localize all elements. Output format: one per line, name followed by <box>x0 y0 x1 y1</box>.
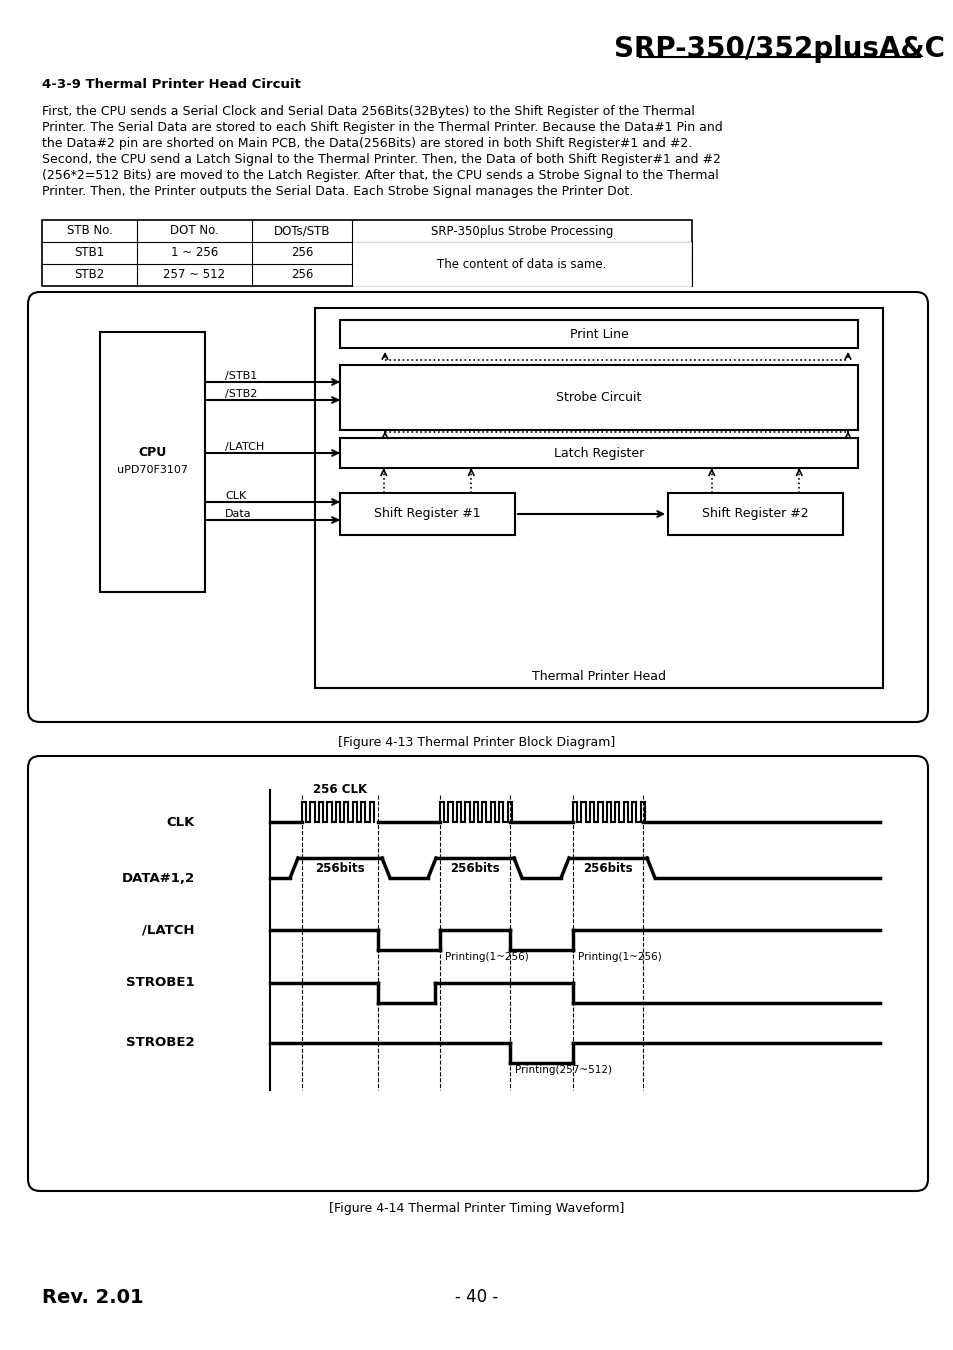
Text: STB2: STB2 <box>74 269 105 282</box>
Text: Thermal Printer Head: Thermal Printer Head <box>532 670 665 683</box>
Text: [Figure 4-14 Thermal Printer Timing Waveform]: [Figure 4-14 Thermal Printer Timing Wave… <box>329 1202 624 1215</box>
Text: 256bits: 256bits <box>314 861 364 875</box>
Text: Data: Data <box>225 509 252 518</box>
Text: 256bits: 256bits <box>582 861 632 875</box>
FancyBboxPatch shape <box>28 292 927 722</box>
Bar <box>353 242 690 285</box>
Bar <box>314 308 882 688</box>
Text: STB No.: STB No. <box>67 224 112 238</box>
Text: SRP-350/352plusA&C: SRP-350/352plusA&C <box>614 35 944 63</box>
Text: (256*2=512 Bits) are moved to the Latch Register. After that, the CPU sends a St: (256*2=512 Bits) are moved to the Latch … <box>42 169 718 182</box>
Text: 256 CLK: 256 CLK <box>313 783 367 796</box>
Text: Print Line: Print Line <box>569 328 628 340</box>
Text: DOT No.: DOT No. <box>170 224 218 238</box>
Text: 256: 256 <box>291 247 313 259</box>
Text: - 40 -: - 40 - <box>455 1288 498 1305</box>
Bar <box>339 493 515 535</box>
Text: SRP-350plus Strobe Processing: SRP-350plus Strobe Processing <box>431 224 613 238</box>
Text: First, the CPU sends a Serial Clock and Serial Data 256Bits(32Bytes) to the Shif: First, the CPU sends a Serial Clock and … <box>42 105 694 117</box>
Bar <box>42 220 691 286</box>
Text: Rev. 2.01: Rev. 2.01 <box>42 1288 144 1307</box>
Bar <box>339 320 857 348</box>
Text: Printing(1~256): Printing(1~256) <box>444 952 528 963</box>
Text: Strobe Circuit: Strobe Circuit <box>556 392 641 404</box>
Text: CLK: CLK <box>167 815 194 829</box>
Text: STROBE1: STROBE1 <box>126 976 194 990</box>
Text: STROBE2: STROBE2 <box>126 1037 194 1049</box>
Text: 4-3-9 Thermal Printer Head Circuit: 4-3-9 Thermal Printer Head Circuit <box>42 78 300 90</box>
Text: Shift Register #2: Shift Register #2 <box>701 508 808 521</box>
Bar <box>339 437 857 468</box>
Text: DATA#1,2: DATA#1,2 <box>122 872 194 884</box>
Bar <box>339 364 857 431</box>
Text: 257 ~ 512: 257 ~ 512 <box>163 269 225 282</box>
Text: [Figure 4-13 Thermal Printer Block Diagram]: [Figure 4-13 Thermal Printer Block Diagr… <box>338 736 615 749</box>
Text: Printer. The Serial Data are stored to each Shift Register in the Thermal Printe: Printer. The Serial Data are stored to e… <box>42 122 722 134</box>
Text: Shift Register #1: Shift Register #1 <box>374 508 480 521</box>
Text: /STB1: /STB1 <box>225 371 257 381</box>
Text: /LATCH: /LATCH <box>142 923 194 937</box>
Text: STB1: STB1 <box>74 247 105 259</box>
Text: Printing(1~256): Printing(1~256) <box>578 952 661 963</box>
Text: Printer. Then, the Printer outputs the Serial Data. Each Strobe Signal manages t: Printer. Then, the Printer outputs the S… <box>42 185 633 198</box>
FancyBboxPatch shape <box>28 756 927 1191</box>
Text: /LATCH: /LATCH <box>225 441 264 452</box>
Text: the Data#2 pin are shorted on Main PCB, the Data(256Bits) are stored in both Shi: the Data#2 pin are shorted on Main PCB, … <box>42 136 692 150</box>
Text: 1 ~ 256: 1 ~ 256 <box>171 247 218 259</box>
Bar <box>667 493 842 535</box>
Text: The content of data is same.: The content of data is same. <box>436 258 606 270</box>
Text: Printing(257~512): Printing(257~512) <box>515 1065 612 1075</box>
Text: Latch Register: Latch Register <box>554 447 643 459</box>
Text: DOTs/STB: DOTs/STB <box>274 224 330 238</box>
Text: uPD70F3107: uPD70F3107 <box>117 464 188 475</box>
Text: 256bits: 256bits <box>450 861 499 875</box>
Text: /STB2: /STB2 <box>225 389 257 400</box>
Text: CLK: CLK <box>225 491 246 501</box>
Text: 256: 256 <box>291 269 313 282</box>
Text: Second, the CPU send a Latch Signal to the Thermal Printer. Then, the Data of bo: Second, the CPU send a Latch Signal to t… <box>42 153 720 166</box>
Text: CPU: CPU <box>138 446 167 459</box>
Bar <box>100 332 205 593</box>
